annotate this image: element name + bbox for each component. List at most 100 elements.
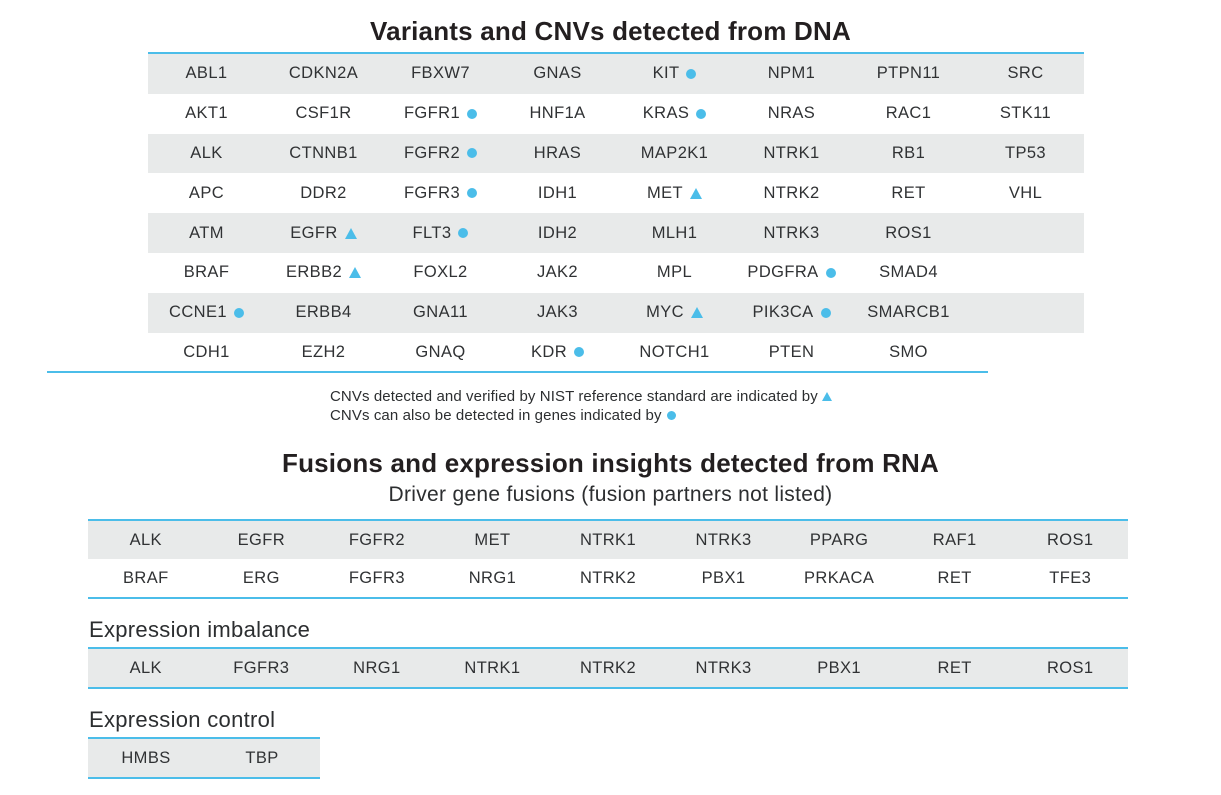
gene-label: STK11 bbox=[999, 104, 1052, 123]
gene-cell: HRAS bbox=[499, 144, 616, 163]
gene-cell: ROS1 bbox=[1012, 659, 1128, 678]
gene-cell: RAC1 bbox=[850, 104, 967, 123]
gene-label: AKT1 bbox=[185, 104, 228, 123]
expression-control-label: Expression control bbox=[89, 707, 276, 732]
gene-cell: PTEN bbox=[733, 343, 850, 362]
gene-label: ALK bbox=[190, 143, 223, 162]
gene-cell: MET bbox=[435, 531, 551, 550]
gene-label: EGFR bbox=[290, 223, 338, 242]
gene-cell: JAK2 bbox=[499, 263, 616, 282]
gene-label: ATM bbox=[189, 223, 224, 242]
gene-label: CDH1 bbox=[183, 342, 230, 361]
gene-cell: KDR bbox=[499, 343, 616, 362]
gene-cell: PBX1 bbox=[781, 659, 897, 678]
gene-label: ALK bbox=[129, 658, 162, 677]
gene-cell: NTRK3 bbox=[733, 224, 850, 243]
gene-cell: AKT1 bbox=[148, 104, 265, 123]
gene-label: EGFR bbox=[237, 530, 286, 549]
gene-label: FLT3 bbox=[412, 223, 452, 242]
gene-cell: ERG bbox=[204, 569, 320, 588]
gene-label: ROS1 bbox=[1046, 658, 1094, 677]
gene-cell: EGFR bbox=[265, 224, 382, 243]
gene-label: FGFR2 bbox=[348, 530, 405, 549]
gene-label: ERBB2 bbox=[285, 263, 343, 282]
expression-control-table: HMBS TBP bbox=[88, 737, 320, 779]
gene-label: PPARG bbox=[809, 530, 869, 549]
gene-label: GNAQ bbox=[415, 342, 466, 361]
gene-cell: JAK3 bbox=[499, 303, 616, 322]
gene-label: RET bbox=[937, 658, 972, 677]
gene-cell: FGFR3 bbox=[319, 569, 435, 588]
table-row: AKT1 CSF1R FGFR1 HNF1A KRAS NRAS RAC1 STK11 bbox=[148, 94, 1084, 134]
gene-label: PIK3CA bbox=[752, 303, 814, 322]
cnv-triangle-icon bbox=[690, 187, 703, 199]
rna-section-title: Fusions and expression insights detected… bbox=[281, 448, 940, 478]
cnv-triangle-icon bbox=[349, 267, 362, 279]
gene-cell: MLH1 bbox=[616, 224, 733, 243]
table-row: ALK FGFR3 NRG1 NTRK1 NTRK2 NTRK3 PBX1 RET ROS1 bbox=[88, 649, 1128, 687]
cnv-circle-icon bbox=[686, 68, 697, 79]
gene-cell: RET bbox=[897, 569, 1013, 588]
gene-label: JAK3 bbox=[536, 303, 579, 322]
table-row: CDH1 EZH2 GNAQ KDR NOTCH1 PTEN SMO bbox=[148, 333, 1084, 373]
gene-cell: NTRK1 bbox=[550, 531, 666, 550]
fusion-gene-table: ALK EGFR FGFR2 MET NTRK1 NTRK3 PPARG RAF1 ROS1 BR… bbox=[88, 519, 1128, 599]
gene-cell: KIT bbox=[616, 64, 733, 83]
cnv-circle-icon bbox=[467, 188, 478, 199]
gene-label: SMARCB1 bbox=[867, 303, 950, 322]
table-row: ALK EGFR FGFR2 MET NTRK1 NTRK3 PPARG RAF1 ROS1 bbox=[88, 521, 1128, 559]
cnv-circle-icon bbox=[696, 108, 707, 119]
gene-cell: ATM bbox=[148, 224, 265, 243]
gene-cell: PDGFRA bbox=[733, 263, 850, 282]
gene-cell: ALK bbox=[88, 659, 204, 678]
gene-cell: MYC bbox=[616, 303, 733, 322]
gene-label: RET bbox=[891, 183, 926, 202]
gene-cell: FGFR2 bbox=[382, 144, 499, 163]
gene-cell: IDH1 bbox=[499, 184, 616, 203]
gene-label: PDGFRA bbox=[747, 263, 819, 282]
gene-cell: SMARCB1 bbox=[850, 303, 967, 322]
gene-label: MET bbox=[474, 530, 511, 549]
gene-label: PTEN bbox=[768, 342, 815, 361]
gene-label: CDKN2A bbox=[288, 64, 359, 83]
gene-label: PRKACA bbox=[803, 568, 875, 587]
gene-label: NTRK1 bbox=[579, 530, 637, 549]
gene-cell: BRAF bbox=[88, 569, 204, 588]
gene-label: FGFR3 bbox=[348, 568, 405, 587]
gene-cell: EGFR bbox=[204, 531, 320, 550]
gene-label: ERG bbox=[242, 568, 280, 587]
cnv-circle-icon bbox=[666, 411, 676, 420]
gene-label: MAP2K1 bbox=[640, 143, 709, 162]
gene-label: DDR2 bbox=[300, 183, 347, 202]
dna-table-bottom-rule bbox=[47, 371, 988, 373]
gene-cell: NRAS bbox=[733, 104, 850, 123]
gene-label: CSF1R bbox=[295, 104, 352, 123]
gene-label: NTRK3 bbox=[763, 223, 820, 242]
gene-label: CTNNB1 bbox=[289, 143, 358, 162]
cnv-circle-icon bbox=[467, 108, 478, 119]
cnv-circle-icon bbox=[467, 148, 478, 159]
footnote-text: CNVs can also be detected in genes indic… bbox=[330, 407, 662, 424]
gene-cell: EZH2 bbox=[265, 343, 382, 362]
cnv-triangle-icon bbox=[821, 392, 832, 401]
gene-label: KDR bbox=[530, 342, 568, 361]
table-row: BRAF ERG FGFR3 NRG1 NTRK2 PBX1 PRKACA RET TFE3 bbox=[88, 559, 1128, 597]
gene-cell: NOTCH1 bbox=[616, 343, 733, 362]
gene-cell: GNAQ bbox=[382, 343, 499, 362]
gene-label: FGFR3 bbox=[233, 658, 290, 677]
gene-label: PBX1 bbox=[701, 568, 746, 587]
gene-label: NRAS bbox=[767, 104, 816, 123]
gene-label: NTRK1 bbox=[464, 658, 521, 677]
gene-label: CCNE1 bbox=[169, 303, 227, 322]
gene-label: IDH1 bbox=[537, 183, 578, 202]
gene-cell: ROS1 bbox=[1012, 531, 1128, 550]
gene-cell: ROS1 bbox=[850, 224, 967, 243]
gene-label: EZH2 bbox=[301, 342, 346, 361]
gene-label: PBX1 bbox=[817, 658, 861, 677]
table-row: ATM EGFR FLT3 IDH2 MLH1 NTRK3 ROS1 bbox=[148, 213, 1084, 253]
gene-cell: MAP2K1 bbox=[616, 144, 733, 163]
gene-label: FOXL2 bbox=[413, 263, 468, 282]
gene-label: RET bbox=[937, 568, 972, 587]
gene-label: ROS1 bbox=[885, 223, 932, 242]
gene-label: NTRK2 bbox=[579, 658, 637, 677]
